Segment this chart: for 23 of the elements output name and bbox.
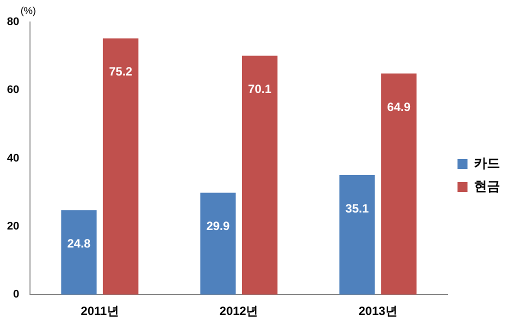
- legend-label: 현금: [474, 178, 500, 194]
- bar: [102, 38, 138, 295]
- bar: [242, 56, 278, 295]
- y-axis-title: (%): [20, 6, 36, 17]
- y-tick-label: 80: [6, 16, 20, 28]
- data-label: 75.2: [108, 64, 133, 79]
- legend-label: 카드: [474, 156, 500, 171]
- bar: [381, 73, 417, 295]
- y-tick-label: 60: [6, 84, 20, 96]
- x-tick-label: 2011년: [80, 304, 119, 318]
- data-label: 64.9: [387, 100, 411, 114]
- y-tick-label: 0: [13, 288, 20, 301]
- y-tick-label: 40: [6, 152, 20, 164]
- bar: [61, 210, 97, 295]
- data-label: 29.9: [206, 219, 230, 234]
- data-label: 24.8: [67, 236, 91, 250]
- y-tick-label: 20: [6, 220, 20, 232]
- x-tick-label: 2013년: [358, 304, 398, 318]
- x-tick-label: 2012년: [220, 304, 258, 318]
- data-label: 70.1: [248, 82, 272, 96]
- data-label: 35.1: [345, 201, 370, 216]
- bar: [200, 192, 236, 295]
- bar: [339, 174, 375, 295]
